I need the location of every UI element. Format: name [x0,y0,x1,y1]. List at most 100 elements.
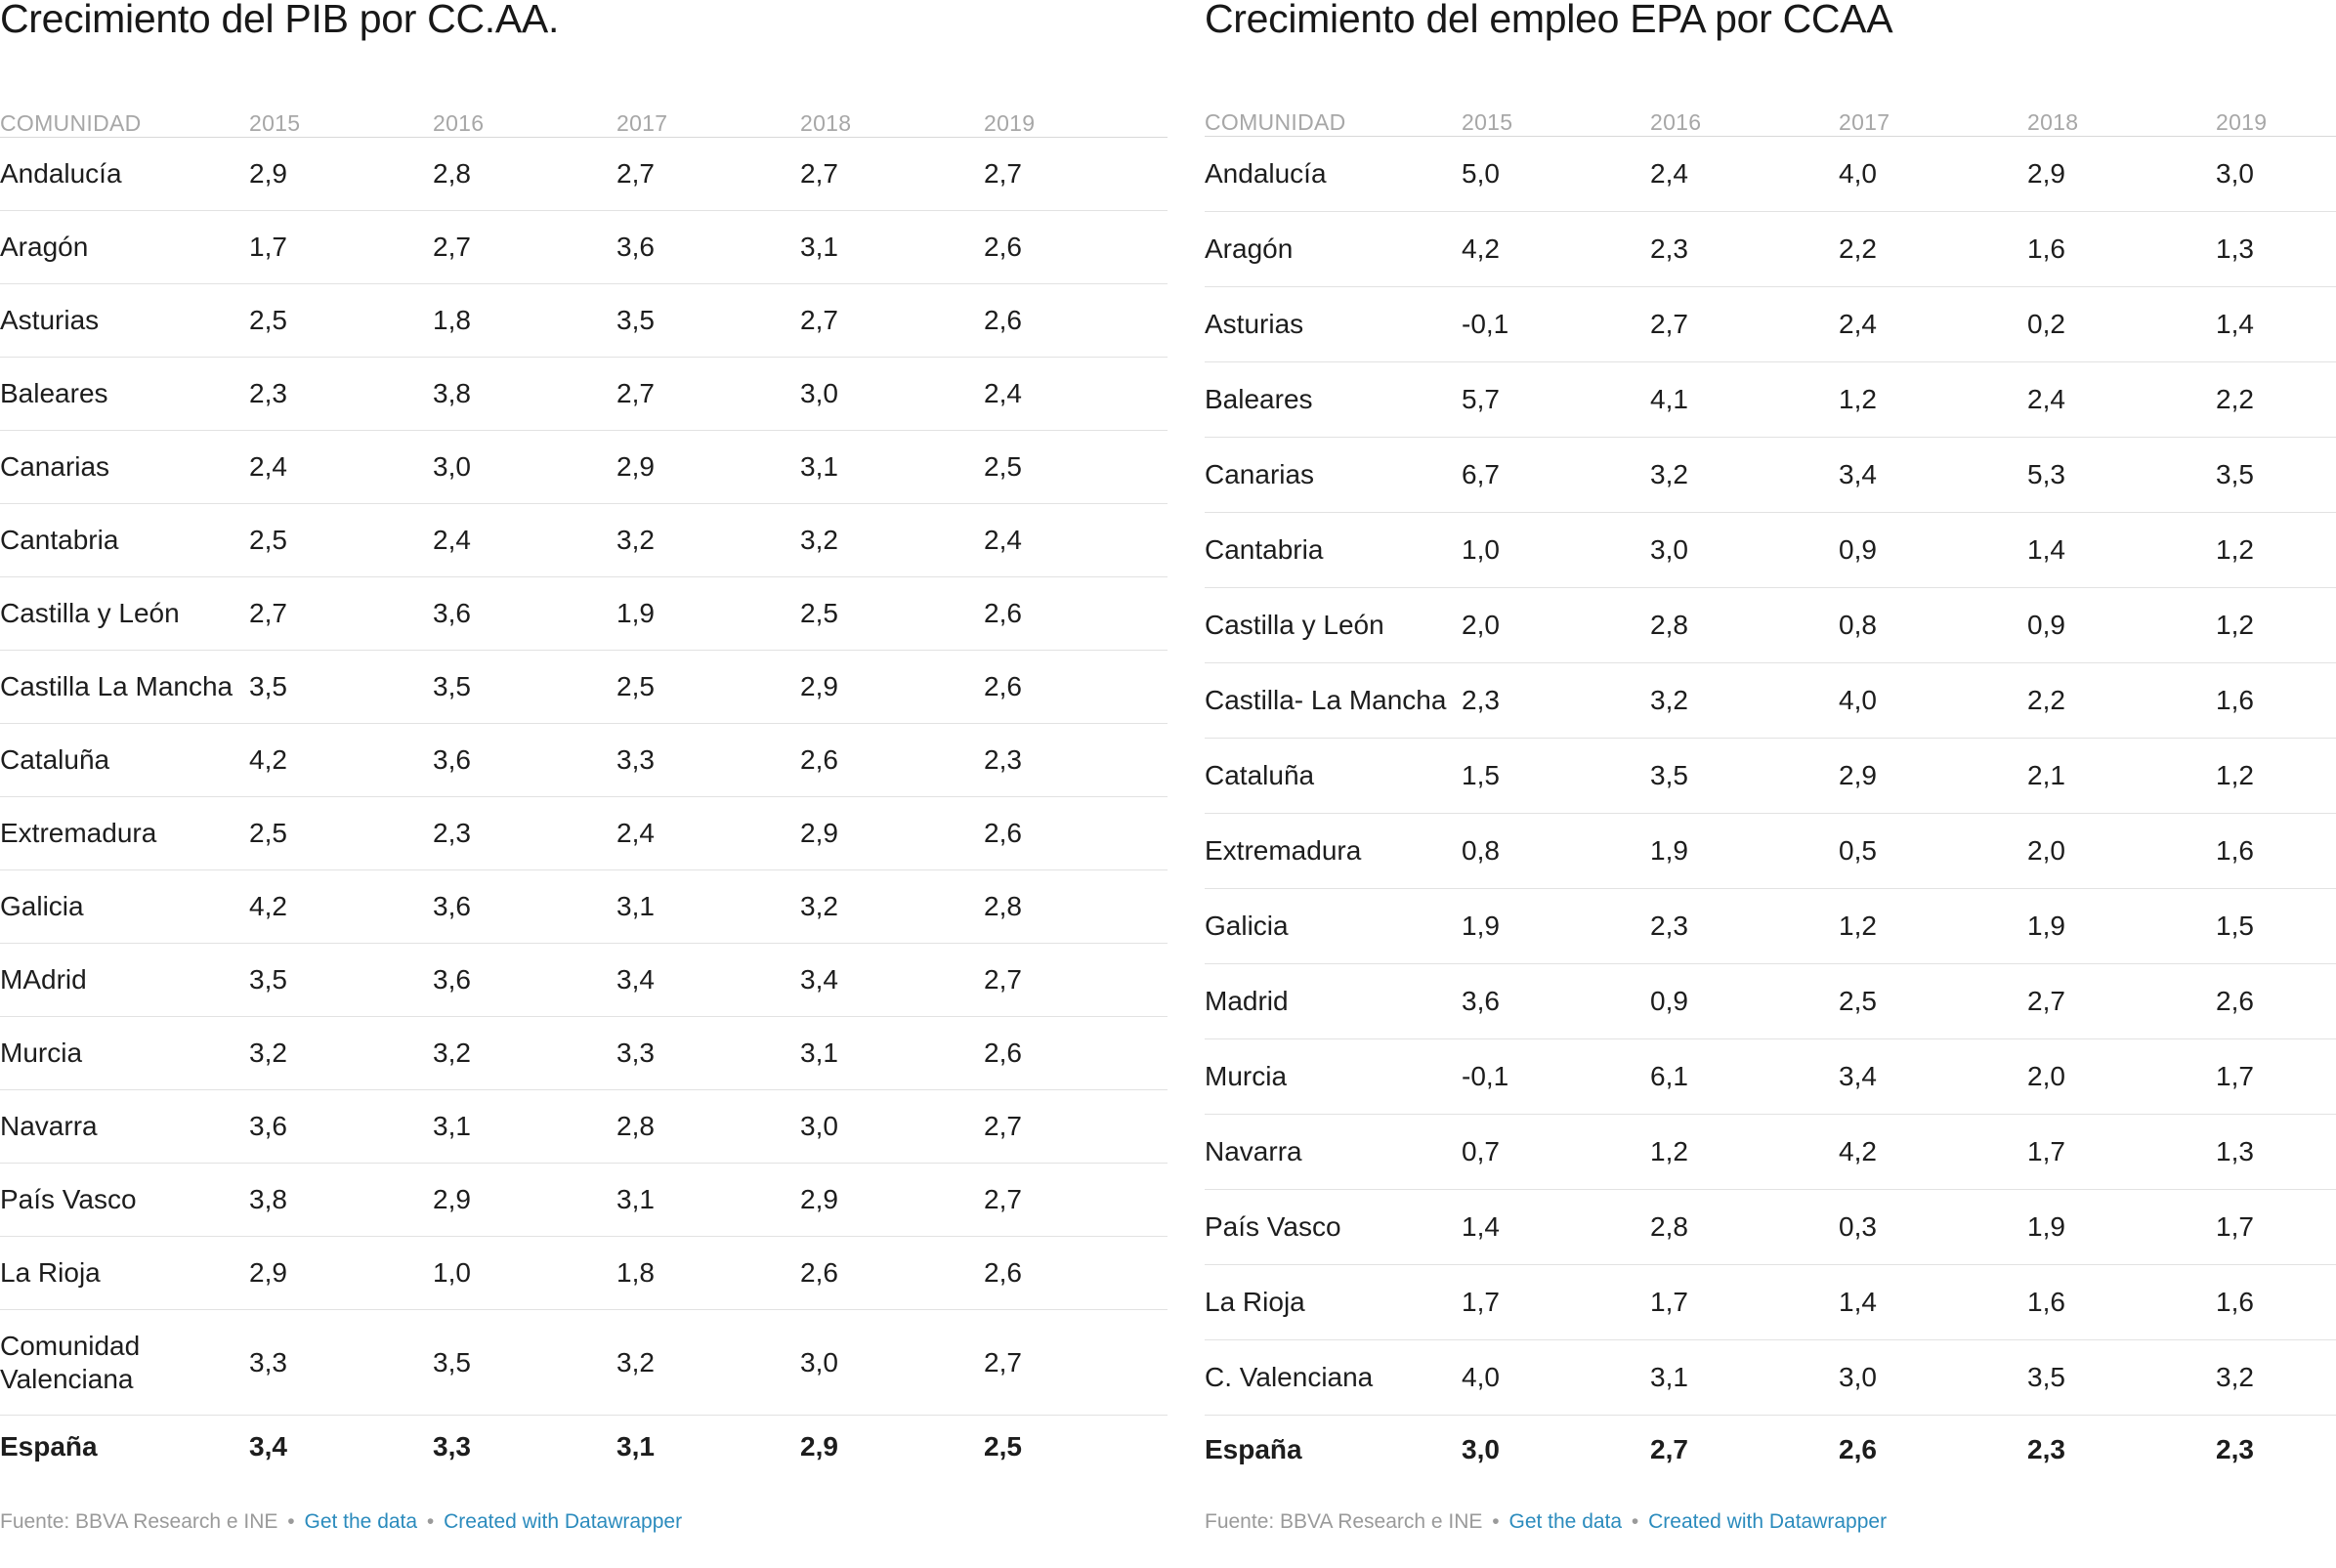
region-name-cell: Aragón [0,210,249,284]
value-cell-2019: 2,6 [984,283,1168,358]
value-cell-2015: 1,4 [1462,1189,1650,1265]
value-cell-2015: 2,5 [249,283,433,358]
value-cell-2015: 2,9 [249,1236,433,1310]
value-cell-2018: 1,9 [2027,888,2216,964]
value-cell-2017: 4,0 [1839,662,2027,739]
region-name-cell: Asturias [0,283,249,358]
source-note: Fuente: BBVA Research e INE [0,1510,278,1533]
value-cell-2016: 2,9 [433,1163,616,1237]
footer-separator: • [426,1510,435,1533]
value-cell-2017: 1,9 [616,576,800,651]
value-cell-2015: 6,7 [1462,437,1650,513]
table-row: Cantabria 2,5 2,4 3,2 3,2 2,4 [0,503,1168,577]
value-cell-2017: 2,7 [616,137,800,211]
table-row: Andalucía 2,9 2,8 2,7 2,7 2,7 [0,137,1168,211]
region-name-cell: C. Valenciana [1205,1339,1462,1416]
value-cell-2018: 3,5 [2027,1339,2216,1416]
table-row: Cantabria 1,0 3,0 0,9 1,4 1,2 [1205,512,2336,588]
value-cell-2019: 3,0 [2216,136,2336,212]
table-row: Murcia 3,2 3,2 3,3 3,1 2,6 [0,1016,1168,1090]
value-cell-2016: 3,6 [433,576,616,651]
value-cell-2016: 3,5 [433,1309,616,1416]
source-note: Fuente: BBVA Research e INE [1205,1510,1483,1533]
value-cell-2015: 2,0 [1462,587,1650,663]
value-cell-2019: 1,5 [2216,888,2336,964]
value-cell-2015: -0,1 [1462,1038,1650,1115]
column-header-2018: 2018 [2027,102,2216,137]
region-name-cell: Andalucía [1205,136,1462,212]
table-row: Murcia -0,1 6,1 3,4 2,0 1,7 [1205,1038,2336,1115]
value-cell-2019: 3,5 [2216,437,2336,513]
value-cell-2016: 2,3 [433,796,616,870]
get-the-data-link[interactable]: Get the data [1508,1510,1623,1533]
value-cell-2017: 2,4 [616,796,800,870]
column-header-2016: 2016 [1650,102,1839,137]
value-cell-2019: 2,2 [2216,361,2336,438]
value-cell-2018: 2,0 [2027,1038,2216,1115]
value-cell-2015: 3,3 [249,1309,433,1416]
value-cell-2016: 3,2 [433,1016,616,1090]
region-name-cell: Cantabria [1205,512,1462,588]
region-name-cell: País Vasco [1205,1189,1462,1265]
created-with-datawrapper-link[interactable]: Created with Datawrapper [444,1510,683,1533]
value-cell-2015: 2,4 [249,430,433,504]
value-cell-2019: 2,3 [984,723,1168,797]
value-cell-2015: 1,7 [249,210,433,284]
value-cell-2016: 1,2 [1650,1114,1839,1190]
value-cell-2018: 2,9 [2027,136,2216,212]
value-cell-2016: 3,0 [433,430,616,504]
value-cell-2017: 3,1 [616,1163,800,1237]
value-cell-2015: 1,5 [1462,738,1650,814]
pib-table-footer: Fuente: BBVA Research e INE • Get the da… [0,1510,682,1534]
value-cell-2017: 2,5 [1839,963,2027,1039]
value-cell-2018: 1,6 [2027,1264,2216,1340]
value-cell-2016: 1,8 [433,283,616,358]
value-cell-2016: 3,5 [1650,738,1839,814]
table-row: Cataluña 1,5 3,5 2,9 2,1 1,2 [1205,738,2336,814]
value-cell-2015: 2,7 [249,576,433,651]
get-the-data-link[interactable]: Get the data [304,1510,418,1533]
value-cell-2019: 1,4 [2216,286,2336,362]
value-cell-2017: 1,8 [616,1236,800,1310]
value-cell-2015: 1,9 [1462,888,1650,964]
value-cell-2019: 2,7 [984,137,1168,211]
value-cell-2018: 2,4 [2027,361,2216,438]
value-cell-2017: 4,0 [1839,136,2027,212]
table-row: Andalucía 5,0 2,4 4,0 2,9 3,0 [1205,136,2336,212]
value-cell-2017: 1,2 [1839,361,2027,438]
table-row: Aragón 4,2 2,3 2,2 1,6 1,3 [1205,211,2336,287]
region-name-cell: Castilla y León [1205,587,1462,663]
value-cell-2016: 0,9 [1650,963,1839,1039]
epa-table: COMUNIDAD 2015 2016 2017 2018 2019 Andalucía 5,… [1205,102,2336,1484]
value-cell-2016: 3,6 [433,723,616,797]
value-cell-2015: 3,8 [249,1163,433,1237]
value-cell-2016: 2,7 [1650,286,1839,362]
value-cell-2018: 2,9 [800,650,984,724]
value-cell-2018: 3,2 [800,869,984,944]
total-value-cell-2016: 3,3 [433,1431,471,1462]
value-cell-2017: 2,9 [616,430,800,504]
value-cell-2015: 4,2 [249,723,433,797]
value-cell-2018: 5,3 [2027,437,2216,513]
region-name-cell: Cataluña [0,723,249,797]
value-cell-2018: 2,6 [800,1236,984,1310]
value-cell-2017: 4,2 [1839,1114,2027,1190]
region-name-cell: Madrid [1205,963,1462,1039]
value-cell-2019: 2,6 [984,650,1168,724]
value-cell-2015: 2,3 [1462,662,1650,739]
table-row: País Vasco 3,8 2,9 3,1 2,9 2,7 [0,1163,1168,1237]
column-header-2018: 2018 [800,102,984,138]
total-label-cell: España [0,1431,98,1462]
total-value-cell-2019: 2,3 [2216,1433,2254,1464]
value-cell-2018: 3,0 [800,1089,984,1164]
value-cell-2018: 2,9 [800,796,984,870]
table-row: MAdrid 3,5 3,6 3,4 3,4 2,7 [0,943,1168,1017]
table-row: Galicia 4,2 3,6 3,1 3,2 2,8 [0,869,1168,944]
value-cell-2015: 2,3 [249,357,433,431]
created-with-datawrapper-link[interactable]: Created with Datawrapper [1648,1510,1888,1533]
value-cell-2018: 3,2 [800,503,984,577]
value-cell-2019: 2,6 [984,576,1168,651]
value-cell-2016: 2,3 [1650,211,1839,287]
value-cell-2018: 3,1 [800,1016,984,1090]
value-cell-2015: 3,6 [1462,963,1650,1039]
